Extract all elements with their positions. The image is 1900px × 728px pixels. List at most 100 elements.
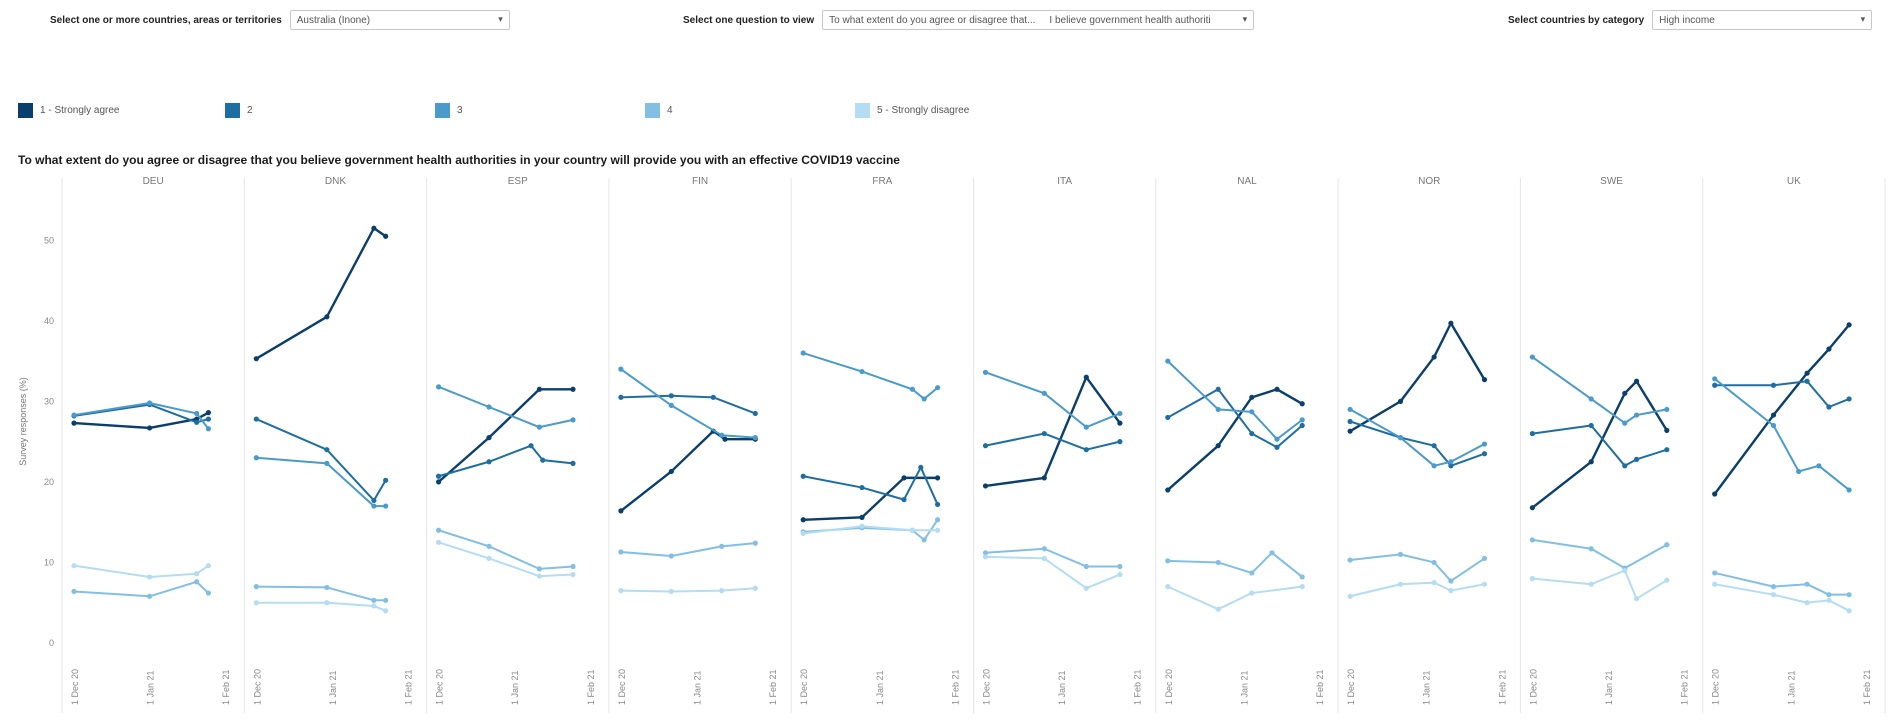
series-line-4 <box>73 580 210 598</box>
category-selector-label: Select countries by category <box>1508 14 1645 26</box>
data-point <box>1633 412 1640 418</box>
data-point <box>1347 557 1353 563</box>
chevron-down-icon: ▾ <box>1242 14 1248 24</box>
x-tick-label: 1 Dec 20 <box>435 669 445 705</box>
data-point <box>1448 459 1454 465</box>
data-point <box>1083 424 1089 430</box>
question-dropdown[interactable]: To what extent do you agree or disagree … <box>822 10 1255 30</box>
data-point <box>383 503 389 509</box>
data-point <box>1529 354 1535 360</box>
data-point <box>710 394 716 400</box>
data-point <box>1117 420 1123 426</box>
data-point <box>1588 396 1594 402</box>
data-point <box>1846 608 1852 614</box>
x-tick-label: 1 Dec 20 <box>617 669 627 705</box>
series-line-2 <box>1167 388 1303 449</box>
data-point <box>752 585 758 591</box>
legend-item-5[interactable]: 5 - Strongly disagree <box>855 103 969 118</box>
data-point <box>1804 378 1810 384</box>
data-point <box>1215 559 1221 566</box>
data-point <box>383 477 389 483</box>
data-point <box>536 566 543 572</box>
series-line-2 <box>438 444 574 478</box>
data-point <box>1347 406 1353 413</box>
data-point <box>1664 577 1670 583</box>
y-tick-label: 20 <box>44 477 54 487</box>
data-point <box>570 460 576 466</box>
x-tick-label: 1 Dec 20 <box>1346 669 1356 705</box>
data-point <box>1165 487 1171 493</box>
data-point <box>918 464 924 471</box>
x-tick-label: 1 Dec 20 <box>982 669 992 705</box>
data-point <box>1481 555 1488 562</box>
series-line-2 <box>73 403 209 424</box>
country-selector: Select one or more countries, areas or t… <box>50 10 510 30</box>
data-point <box>1117 571 1123 578</box>
series-line-1 <box>985 375 1121 488</box>
data-point <box>1165 414 1171 421</box>
data-point <box>71 412 77 418</box>
data-point <box>536 424 543 430</box>
data-point <box>668 393 674 399</box>
legend-label: 5 - Strongly disagree <box>877 105 970 116</box>
category-selector: Select countries by category High income… <box>1508 10 1873 30</box>
data-point <box>1588 459 1594 465</box>
country-dropdown[interactable]: Australia (Inone) ▾ <box>289 10 510 30</box>
x-tick-label: 1 Jan 21 <box>1239 670 1249 705</box>
data-point <box>1083 374 1089 380</box>
data-point <box>719 588 725 594</box>
x-tick-label: 1 Jan 21 <box>146 670 156 705</box>
data-point <box>1249 394 1255 400</box>
series-line-3 <box>1167 360 1303 441</box>
series-line-3 <box>802 352 939 400</box>
legend-item-1[interactable]: 1 - Strongly agree <box>18 103 120 118</box>
series-line-4 <box>438 529 574 570</box>
data-point <box>1117 439 1123 445</box>
category-dropdown[interactable]: High income ▾ <box>1652 10 1873 30</box>
data-point <box>1431 463 1437 469</box>
chart-title: To what extent do you agree or disagree … <box>18 153 900 167</box>
data-point <box>618 394 624 400</box>
data-point <box>752 410 758 417</box>
panel-title-nal: NAL <box>1237 176 1257 187</box>
data-point <box>324 460 330 466</box>
small-multiples-line-chart: Survey responses (%) 0 10 20 30 40 50 DEU 1 Dec … <box>18 176 1886 713</box>
x-tick-label: 1 Feb 21 <box>950 669 960 705</box>
data-point <box>668 553 674 559</box>
data-point <box>1529 575 1535 582</box>
data-point <box>1664 406 1670 413</box>
series-line-1 <box>803 476 938 521</box>
data-point <box>1481 441 1488 447</box>
data-point <box>1215 406 1221 413</box>
data-point <box>1448 320 1454 326</box>
data-point <box>1816 463 1822 469</box>
data-point <box>1804 370 1810 376</box>
data-point <box>1712 581 1718 587</box>
data-point <box>1770 412 1777 418</box>
data-point <box>1249 409 1255 415</box>
data-point <box>253 356 259 362</box>
data-point <box>1588 546 1594 552</box>
legend-item-3[interactable]: 3 <box>435 103 463 118</box>
data-point <box>859 484 865 491</box>
data-point <box>205 590 211 596</box>
question-dropdown-value-part2: I believe government health authoriti <box>1049 14 1211 26</box>
y-tick-label: 30 <box>44 396 54 406</box>
panel-title-ita: ITA <box>1057 176 1072 187</box>
data-point <box>1826 346 1832 352</box>
question-dropdown-value-part1: To what extent do you agree or disagree … <box>829 14 1036 26</box>
data-point <box>383 233 389 239</box>
data-point <box>253 455 259 461</box>
data-point <box>935 527 941 533</box>
legend-label: 1 - Strongly agree <box>40 105 120 116</box>
legend-item-4[interactable]: 4 <box>645 103 673 118</box>
data-point <box>1347 418 1353 425</box>
legend-swatch <box>225 103 240 118</box>
series-line-2 <box>255 418 387 502</box>
data-point <box>194 571 200 577</box>
data-point <box>1804 581 1810 587</box>
legend-item-2[interactable]: 2 <box>225 103 253 118</box>
x-tick-label: 1 Jan 21 <box>875 670 885 705</box>
data-point <box>194 410 200 417</box>
data-point <box>1083 585 1089 591</box>
